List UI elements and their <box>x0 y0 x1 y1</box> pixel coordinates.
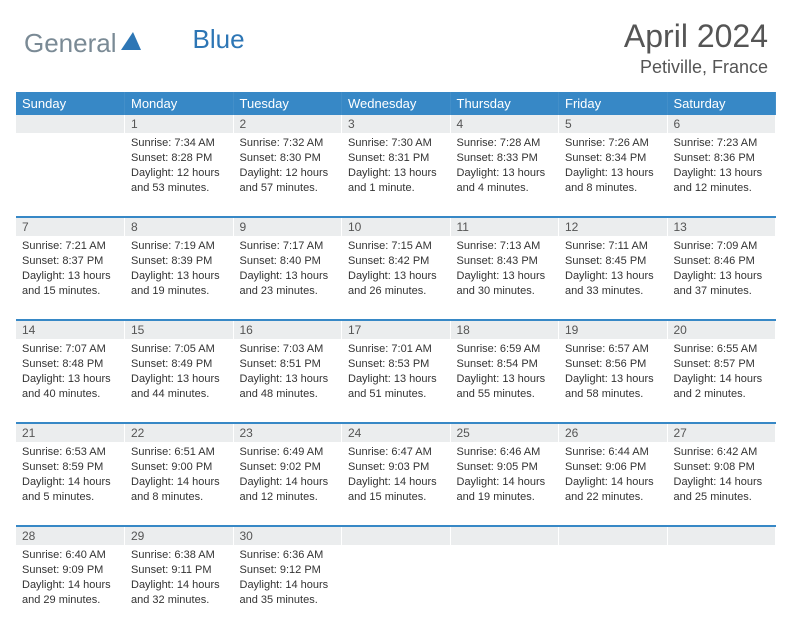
day-number-row: 14151617181920 <box>16 320 776 339</box>
day-content-cell: Sunrise: 6:57 AMSunset: 8:56 PMDaylight:… <box>559 339 668 423</box>
day-number-cell: 19 <box>559 320 668 339</box>
day-content-cell: Sunrise: 6:59 AMSunset: 8:54 PMDaylight:… <box>450 339 559 423</box>
day-content-cell: Sunrise: 7:03 AMSunset: 8:51 PMDaylight:… <box>233 339 342 423</box>
day-number-row: 123456 <box>16 115 776 133</box>
day-number-cell <box>16 115 125 133</box>
day-content-cell: Sunrise: 6:42 AMSunset: 9:08 PMDaylight:… <box>667 442 776 526</box>
day-content-cell: Sunrise: 7:01 AMSunset: 8:53 PMDaylight:… <box>342 339 451 423</box>
day-number-cell <box>342 526 451 545</box>
day-number-cell: 22 <box>125 423 234 442</box>
day-content-cell: Sunrise: 6:44 AMSunset: 9:06 PMDaylight:… <box>559 442 668 526</box>
day-number-cell: 5 <box>559 115 668 133</box>
day-header: Saturday <box>667 92 776 115</box>
day-content-cell: Sunrise: 7:30 AMSunset: 8:31 PMDaylight:… <box>342 133 451 217</box>
day-content-cell: Sunrise: 6:47 AMSunset: 9:03 PMDaylight:… <box>342 442 451 526</box>
day-number-cell: 6 <box>667 115 776 133</box>
day-header: Friday <box>559 92 668 115</box>
day-content-cell: Sunrise: 6:38 AMSunset: 9:11 PMDaylight:… <box>125 545 234 629</box>
day-number-cell: 12 <box>559 217 668 236</box>
day-content-cell <box>559 545 668 629</box>
day-number-cell: 10 <box>342 217 451 236</box>
day-number-row: 282930 <box>16 526 776 545</box>
day-number-cell: 8 <box>125 217 234 236</box>
month-title: April 2024 <box>624 18 768 55</box>
title-block: April 2024 Petiville, France <box>624 18 768 78</box>
day-content-cell: Sunrise: 7:09 AMSunset: 8:46 PMDaylight:… <box>667 236 776 320</box>
day-content-cell <box>342 545 451 629</box>
day-content-cell: Sunrise: 7:15 AMSunset: 8:42 PMDaylight:… <box>342 236 451 320</box>
day-number-row: 78910111213 <box>16 217 776 236</box>
day-content-cell: Sunrise: 7:13 AMSunset: 8:43 PMDaylight:… <box>450 236 559 320</box>
day-header: Thursday <box>450 92 559 115</box>
day-number-cell: 26 <box>559 423 668 442</box>
page-header: General Blue April 2024 Petiville, Franc… <box>0 0 792 86</box>
day-content-row: Sunrise: 6:40 AMSunset: 9:09 PMDaylight:… <box>16 545 776 629</box>
day-content-cell <box>16 133 125 217</box>
day-content-row: Sunrise: 7:21 AMSunset: 8:37 PMDaylight:… <box>16 236 776 320</box>
day-content-cell: Sunrise: 7:19 AMSunset: 8:39 PMDaylight:… <box>125 236 234 320</box>
day-header: Tuesday <box>233 92 342 115</box>
day-content-cell: Sunrise: 6:40 AMSunset: 9:09 PMDaylight:… <box>16 545 125 629</box>
day-number-row: 21222324252627 <box>16 423 776 442</box>
day-content-cell: Sunrise: 7:28 AMSunset: 8:33 PMDaylight:… <box>450 133 559 217</box>
day-content-cell: Sunrise: 7:07 AMSunset: 8:48 PMDaylight:… <box>16 339 125 423</box>
day-number-cell: 7 <box>16 217 125 236</box>
day-number-cell <box>559 526 668 545</box>
day-header: Sunday <box>16 92 125 115</box>
day-number-cell: 17 <box>342 320 451 339</box>
calendar-table: Sunday Monday Tuesday Wednesday Thursday… <box>16 92 776 629</box>
day-content-cell: Sunrise: 6:49 AMSunset: 9:02 PMDaylight:… <box>233 442 342 526</box>
day-number-cell: 15 <box>125 320 234 339</box>
day-content-cell <box>667 545 776 629</box>
day-number-cell: 30 <box>233 526 342 545</box>
day-number-cell: 4 <box>450 115 559 133</box>
day-content-cell: Sunrise: 6:36 AMSunset: 9:12 PMDaylight:… <box>233 545 342 629</box>
day-content-row: Sunrise: 7:07 AMSunset: 8:48 PMDaylight:… <box>16 339 776 423</box>
day-number-cell: 3 <box>342 115 451 133</box>
day-number-cell: 23 <box>233 423 342 442</box>
logo-text-gray: General <box>24 28 117 59</box>
day-content-row: Sunrise: 6:53 AMSunset: 8:59 PMDaylight:… <box>16 442 776 526</box>
day-content-cell: Sunrise: 7:32 AMSunset: 8:30 PMDaylight:… <box>233 133 342 217</box>
day-content-row: Sunrise: 7:34 AMSunset: 8:28 PMDaylight:… <box>16 133 776 217</box>
day-content-cell: Sunrise: 7:11 AMSunset: 8:45 PMDaylight:… <box>559 236 668 320</box>
day-content-cell: Sunrise: 7:17 AMSunset: 8:40 PMDaylight:… <box>233 236 342 320</box>
day-number-cell: 24 <box>342 423 451 442</box>
day-content-cell: Sunrise: 7:05 AMSunset: 8:49 PMDaylight:… <box>125 339 234 423</box>
day-header: Wednesday <box>342 92 451 115</box>
day-number-cell: 18 <box>450 320 559 339</box>
day-number-cell: 11 <box>450 217 559 236</box>
day-number-cell: 13 <box>667 217 776 236</box>
day-content-cell: Sunrise: 7:34 AMSunset: 8:28 PMDaylight:… <box>125 133 234 217</box>
day-content-cell: Sunrise: 7:21 AMSunset: 8:37 PMDaylight:… <box>16 236 125 320</box>
day-number-cell: 16 <box>233 320 342 339</box>
day-header: Monday <box>125 92 234 115</box>
day-content-cell <box>450 545 559 629</box>
day-header-row: Sunday Monday Tuesday Wednesday Thursday… <box>16 92 776 115</box>
day-content-cell: Sunrise: 6:46 AMSunset: 9:05 PMDaylight:… <box>450 442 559 526</box>
day-number-cell: 9 <box>233 217 342 236</box>
day-content-cell: Sunrise: 6:55 AMSunset: 8:57 PMDaylight:… <box>667 339 776 423</box>
day-number-cell <box>450 526 559 545</box>
logo-triangle-icon <box>119 30 143 57</box>
day-content-cell: Sunrise: 7:26 AMSunset: 8:34 PMDaylight:… <box>559 133 668 217</box>
day-number-cell: 20 <box>667 320 776 339</box>
day-content-cell: Sunrise: 6:53 AMSunset: 8:59 PMDaylight:… <box>16 442 125 526</box>
day-number-cell: 25 <box>450 423 559 442</box>
day-number-cell: 21 <box>16 423 125 442</box>
day-number-cell: 29 <box>125 526 234 545</box>
day-number-cell: 1 <box>125 115 234 133</box>
day-number-cell: 14 <box>16 320 125 339</box>
day-number-cell: 2 <box>233 115 342 133</box>
location-label: Petiville, France <box>624 57 768 78</box>
day-number-cell <box>667 526 776 545</box>
day-number-cell: 28 <box>16 526 125 545</box>
day-number-cell: 27 <box>667 423 776 442</box>
logo-text-blue: Blue <box>193 24 245 55</box>
logo: General Blue <box>24 18 245 59</box>
day-content-cell: Sunrise: 6:51 AMSunset: 9:00 PMDaylight:… <box>125 442 234 526</box>
day-content-cell: Sunrise: 7:23 AMSunset: 8:36 PMDaylight:… <box>667 133 776 217</box>
